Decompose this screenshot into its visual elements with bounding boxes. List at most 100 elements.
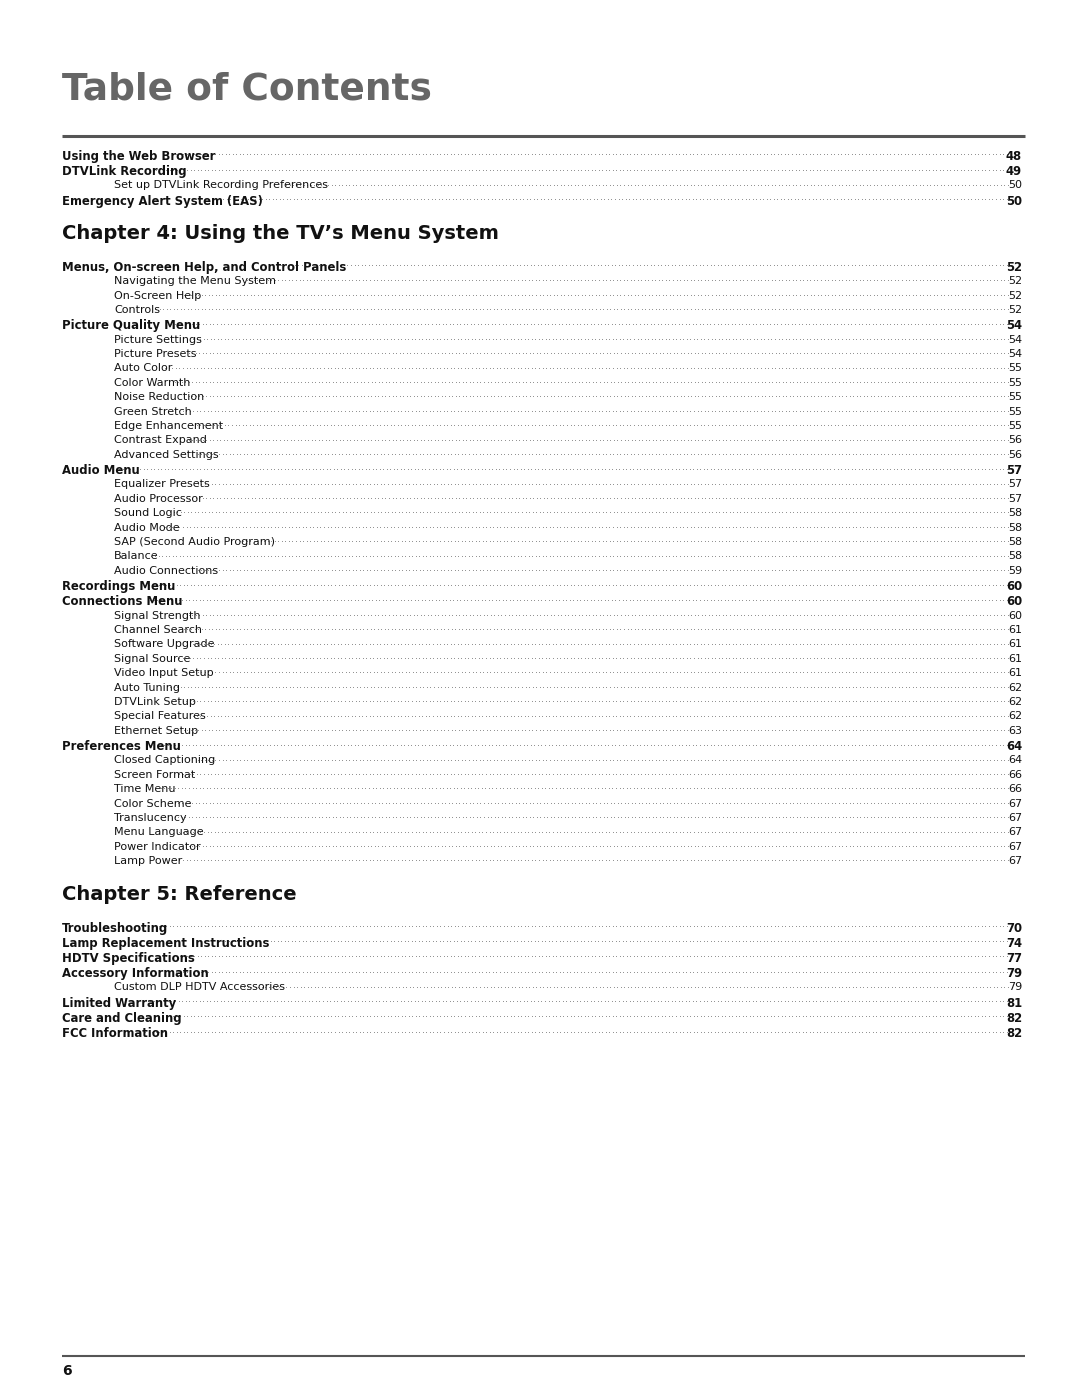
Text: Green Stretch: Green Stretch	[114, 407, 192, 416]
Text: 54: 54	[1008, 335, 1022, 345]
Text: 50: 50	[1008, 180, 1022, 190]
Text: 55: 55	[1008, 393, 1022, 402]
Text: 48: 48	[1005, 149, 1022, 163]
Text: DTVLink Setup: DTVLink Setup	[114, 697, 195, 707]
Text: Picture Presets: Picture Presets	[114, 349, 197, 359]
Text: On-Screen Help: On-Screen Help	[114, 291, 201, 300]
Text: 66: 66	[1008, 784, 1022, 795]
Text: 58: 58	[1008, 536, 1022, 548]
Text: Power Indicator: Power Indicator	[114, 842, 201, 852]
Text: 52: 52	[1008, 305, 1022, 314]
Text: Picture Settings: Picture Settings	[114, 335, 202, 345]
Text: Audio Menu: Audio Menu	[62, 464, 139, 478]
Text: Connections Menu: Connections Menu	[62, 595, 183, 609]
Text: Screen Format: Screen Format	[114, 770, 195, 780]
Text: Picture Quality Menu: Picture Quality Menu	[62, 320, 200, 332]
Text: Time Menu: Time Menu	[114, 784, 175, 795]
Text: Audio Mode: Audio Mode	[114, 522, 179, 532]
Text: 54: 54	[1005, 320, 1022, 332]
Text: Troubleshooting: Troubleshooting	[62, 922, 168, 935]
Text: Menu Language: Menu Language	[114, 827, 204, 837]
Text: Software Upgrade: Software Upgrade	[114, 640, 215, 650]
Text: 70: 70	[1005, 922, 1022, 935]
Text: Emergency Alert System (EAS): Emergency Alert System (EAS)	[62, 194, 262, 208]
Text: 62: 62	[1008, 683, 1022, 693]
Text: Controls: Controls	[114, 305, 160, 314]
Text: 55: 55	[1008, 420, 1022, 432]
Text: 60: 60	[1005, 580, 1022, 594]
Text: Audio Processor: Audio Processor	[114, 493, 203, 504]
Text: 57: 57	[1008, 479, 1022, 489]
Text: DTVLink Recording: DTVLink Recording	[62, 165, 187, 179]
Text: 77: 77	[1005, 951, 1022, 965]
Text: 57: 57	[1008, 493, 1022, 504]
Text: Navigating the Menu System: Navigating the Menu System	[114, 277, 276, 286]
Text: Special Features: Special Features	[114, 711, 206, 721]
Text: Custom DLP HDTV Accessories: Custom DLP HDTV Accessories	[114, 982, 285, 992]
Text: Table of Contents: Table of Contents	[62, 73, 432, 108]
Text: Balance: Balance	[114, 552, 159, 562]
Text: Chapter 5: Reference: Chapter 5: Reference	[62, 884, 297, 904]
Text: Video Input Setup: Video Input Setup	[114, 668, 214, 678]
Text: FCC Information: FCC Information	[62, 1027, 168, 1041]
Text: 62: 62	[1008, 711, 1022, 721]
Text: Equalizer Presets: Equalizer Presets	[114, 479, 210, 489]
Text: Care and Cleaning: Care and Cleaning	[62, 1011, 181, 1025]
Text: 49: 49	[1005, 165, 1022, 179]
Text: Menus, On-screen Help, and Control Panels: Menus, On-screen Help, and Control Panel…	[62, 261, 347, 274]
Text: 56: 56	[1008, 436, 1022, 446]
Text: 52: 52	[1008, 291, 1022, 300]
Text: 64: 64	[1008, 756, 1022, 766]
Text: 58: 58	[1008, 509, 1022, 518]
Text: 66: 66	[1008, 770, 1022, 780]
Text: 58: 58	[1008, 522, 1022, 532]
Text: 82: 82	[1005, 1011, 1022, 1025]
Text: Ethernet Setup: Ethernet Setup	[114, 726, 198, 736]
Text: 79: 79	[1005, 967, 1022, 981]
Text: 81: 81	[1005, 997, 1022, 1010]
Text: Lamp Replacement Instructions: Lamp Replacement Instructions	[62, 937, 269, 950]
Text: 54: 54	[1008, 349, 1022, 359]
Text: Auto Tuning: Auto Tuning	[114, 683, 180, 693]
Text: Preferences Menu: Preferences Menu	[62, 740, 180, 753]
Text: 60: 60	[1008, 610, 1022, 620]
Text: 61: 61	[1008, 640, 1022, 650]
Text: HDTV Specifications: HDTV Specifications	[62, 951, 194, 965]
Text: Signal Source: Signal Source	[114, 654, 190, 664]
Text: 79: 79	[1008, 982, 1022, 992]
Text: 61: 61	[1008, 668, 1022, 678]
Text: Recordings Menu: Recordings Menu	[62, 580, 175, 594]
Text: Advanced Settings: Advanced Settings	[114, 450, 218, 460]
Text: 60: 60	[1005, 595, 1022, 609]
Text: 52: 52	[1008, 277, 1022, 286]
Text: Color Scheme: Color Scheme	[114, 799, 191, 809]
Text: Edge Enhancement: Edge Enhancement	[114, 420, 224, 432]
Text: 61: 61	[1008, 654, 1022, 664]
Text: Contrast Expand: Contrast Expand	[114, 436, 207, 446]
Text: SAP (Second Audio Program): SAP (Second Audio Program)	[114, 536, 275, 548]
Text: 56: 56	[1008, 450, 1022, 460]
Text: Signal Strength: Signal Strength	[114, 610, 201, 620]
Text: Auto Color: Auto Color	[114, 363, 173, 373]
Text: Noise Reduction: Noise Reduction	[114, 393, 204, 402]
Text: Limited Warranty: Limited Warranty	[62, 997, 176, 1010]
Text: Set up DTVLink Recording Preferences: Set up DTVLink Recording Preferences	[114, 180, 328, 190]
Text: 55: 55	[1008, 363, 1022, 373]
Text: 67: 67	[1008, 827, 1022, 837]
Text: Chapter 4: Using the TV’s Menu System: Chapter 4: Using the TV’s Menu System	[62, 224, 499, 243]
Text: 58: 58	[1008, 552, 1022, 562]
Text: 64: 64	[1005, 740, 1022, 753]
Text: 74: 74	[1005, 937, 1022, 950]
Text: Sound Logic: Sound Logic	[114, 509, 181, 518]
Text: Accessory Information: Accessory Information	[62, 967, 208, 981]
Text: 67: 67	[1008, 813, 1022, 823]
Text: 57: 57	[1005, 464, 1022, 478]
Text: Translucency: Translucency	[114, 813, 187, 823]
Text: 6: 6	[62, 1363, 71, 1377]
Text: Lamp Power: Lamp Power	[114, 856, 183, 866]
Text: Closed Captioning: Closed Captioning	[114, 756, 215, 766]
Text: Color Warmth: Color Warmth	[114, 377, 190, 388]
Text: 62: 62	[1008, 697, 1022, 707]
Text: 61: 61	[1008, 624, 1022, 636]
Text: 67: 67	[1008, 856, 1022, 866]
